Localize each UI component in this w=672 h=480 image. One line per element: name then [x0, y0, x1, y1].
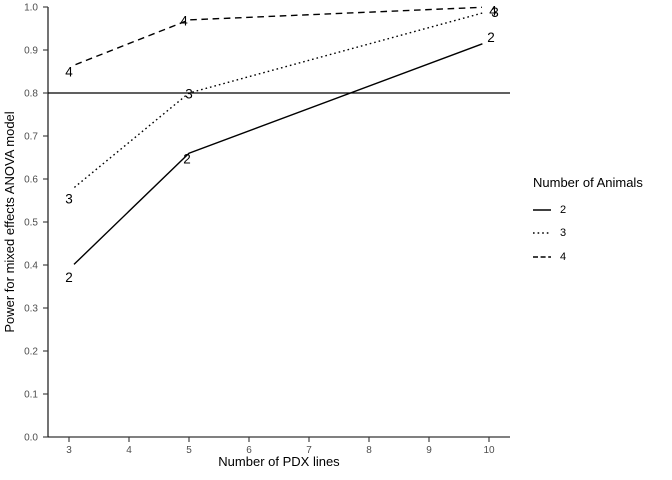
legend: Number of Animals 2 3 4: [533, 175, 643, 269]
x-tick-label: 7: [306, 445, 312, 456]
point-label-animals-3: 3: [65, 191, 73, 206]
point-label-animals-2: 2: [65, 270, 73, 285]
point-label-animals-4: 4: [65, 65, 73, 80]
legend-entries: 2 3 4: [533, 198, 643, 269]
y-tick-label: 0.9: [24, 46, 38, 57]
x-tick-label: 8: [366, 445, 372, 456]
line-sample-dotted-icon: [533, 232, 551, 235]
y-tick-label: 0.2: [24, 347, 38, 358]
y-tick-label: 0.0: [24, 433, 38, 444]
line-sample-dashed-icon: [533, 255, 551, 258]
x-axis-title: Number of PDX lines: [218, 454, 340, 469]
y-tick-label: 0.8: [24, 89, 38, 100]
y-axis-title: Power for mixed effects ANOVA model: [2, 111, 17, 332]
legend-entry-label: 4: [560, 250, 567, 263]
series-line-animals-3: [73, 12, 483, 188]
point-label-animals-4: 4: [489, 4, 497, 19]
x-tick-label: 5: [186, 445, 192, 456]
x-tick-label: 6: [246, 445, 252, 456]
point-label-animals-4: 4: [180, 13, 188, 28]
point-label-animals-2: 2: [183, 152, 191, 167]
point-label-animals-2: 2: [487, 30, 495, 45]
y-tick-label: 1.0: [24, 3, 38, 14]
x-tick-label: 9: [426, 445, 432, 456]
y-tick-label: 0.6: [24, 175, 38, 186]
x-tick-label: 4: [126, 445, 132, 456]
y-tick-label: 0.7: [24, 132, 38, 143]
y-tick-label: 0.3: [24, 304, 38, 315]
point-label-animals-3: 3: [185, 87, 193, 102]
series-line-animals-2: [73, 43, 483, 265]
series-line-animals-4: [75, 6, 483, 66]
y-tick-label: 0.1: [24, 390, 38, 401]
legend-entry-label: 3: [560, 227, 567, 240]
legend-entry-label: 2: [560, 203, 567, 216]
legend-entry-dotted: 3: [533, 222, 643, 246]
y-tick-label: 0.4: [24, 261, 38, 272]
point-label-animals-3: 3: [491, 5, 499, 20]
line-sample-solid-icon: [533, 208, 551, 211]
legend-entry-dashed: 4: [533, 245, 643, 269]
y-tick-label: 0.5: [24, 218, 38, 229]
x-tick-label: 3: [66, 445, 72, 456]
legend-title: Number of Animals: [533, 175, 643, 190]
x-tick-label: 10: [483, 445, 495, 456]
legend-entry-solid: 2: [533, 198, 643, 222]
